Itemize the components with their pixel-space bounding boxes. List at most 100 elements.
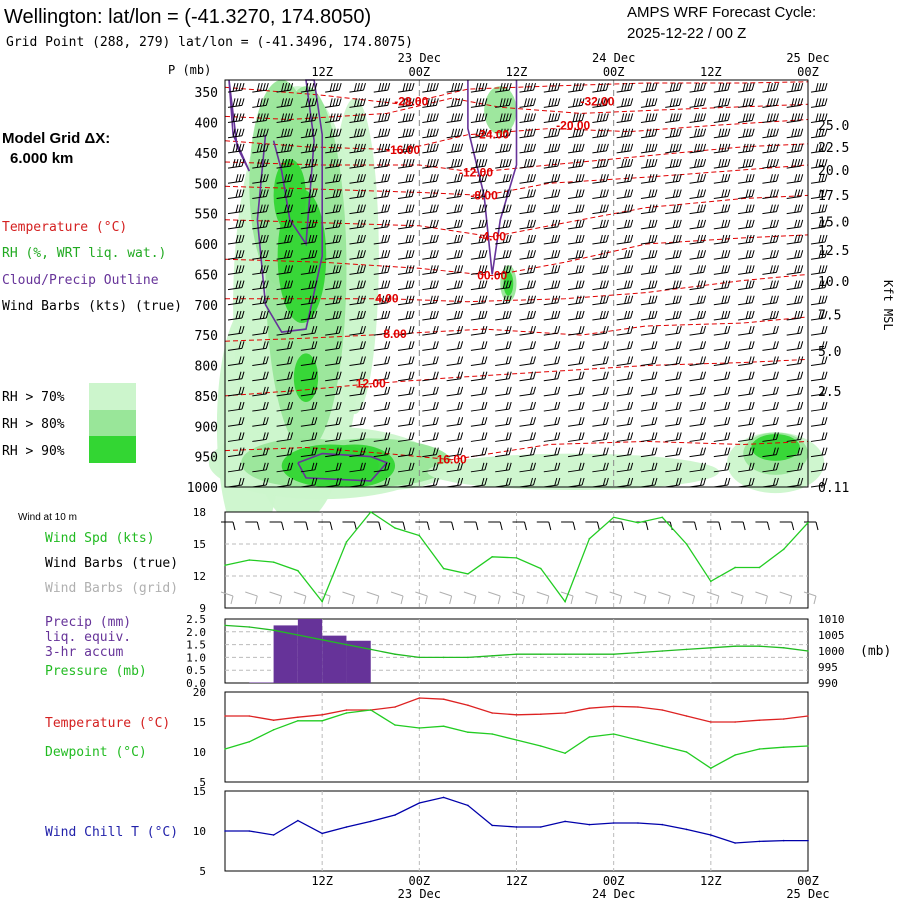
wind-barb-feather	[678, 477, 682, 486]
wind-barb-feather	[359, 250, 363, 258]
wind-barb	[616, 113, 634, 124]
wind-barb-feather	[654, 128, 658, 136]
wind-barb-shaft	[252, 89, 267, 93]
wind-barb-feather	[703, 219, 707, 227]
wind-barb	[519, 401, 536, 412]
wind-barb-shaft	[519, 150, 534, 154]
wind-barb-feather	[265, 234, 269, 243]
wind-barb-feather	[435, 219, 439, 227]
wind-barb-feather	[432, 174, 436, 182]
wind-barb-feather	[238, 356, 242, 365]
wind-barb-shaft	[252, 393, 267, 397]
wind-barb-feather	[332, 234, 336, 243]
wind-barb-shaft	[543, 180, 558, 184]
wind-barb-feather	[627, 113, 631, 122]
wind-barb	[446, 189, 464, 199]
wind-barb-shaft	[252, 256, 267, 260]
wind-barb-feather	[727, 447, 731, 455]
wind-barb-grid	[390, 591, 404, 597]
wind-barb	[470, 325, 488, 336]
wind-barb-feather	[581, 401, 585, 410]
wind-barb-true-feather	[524, 521, 527, 531]
wind-barb-shaft	[422, 195, 437, 199]
wind-barb-feather	[314, 310, 318, 319]
wind-barb-feather	[630, 386, 634, 395]
wind-barb	[665, 371, 682, 382]
wind-barb-feather	[408, 204, 412, 213]
wind-barb-shaft	[762, 256, 777, 260]
wind-barb-shaft	[738, 423, 753, 427]
temperature-line-point	[442, 698, 445, 700]
wind-barb-feather	[505, 128, 509, 137]
wind-barb	[397, 83, 415, 93]
wind-barb-feather	[654, 447, 658, 455]
wind-barb	[616, 265, 634, 275]
wind-barb-feather	[387, 113, 391, 121]
wind-barb-feather	[630, 234, 634, 243]
wind-barb-feather	[581, 113, 585, 121]
wind-barb-feather	[505, 462, 509, 471]
wind-barb-shaft	[713, 347, 728, 351]
wind-barb-feather	[362, 356, 366, 364]
wind-barb-shaft	[786, 150, 801, 154]
wind-barb-feather	[499, 128, 503, 138]
wind-barb-feather	[599, 219, 603, 228]
wind-barb-shaft	[276, 438, 291, 442]
top-date-tick: 24 Dec	[592, 51, 635, 65]
wind-barb-feather	[481, 128, 485, 137]
wind-barb-feather	[530, 432, 533, 440]
wind-barb-feather	[484, 356, 488, 364]
wind-barb-feather	[530, 128, 533, 137]
wind-barb	[616, 189, 634, 199]
wind-barb	[397, 295, 415, 306]
wind-barb-feather	[800, 219, 804, 227]
wind-barb	[252, 401, 269, 412]
wind-barb-shaft	[543, 256, 558, 260]
wind-barb	[519, 189, 536, 199]
wind-barb	[543, 128, 561, 139]
wind-barb-feather	[287, 265, 291, 273]
wind-barb	[640, 310, 658, 321]
wind-barb-shaft	[810, 165, 826, 169]
wind-barb-feather	[259, 310, 263, 319]
wind-barb	[762, 310, 779, 321]
wind-barb	[276, 432, 294, 442]
wind-barb	[568, 265, 585, 275]
wind-barb-feather	[548, 98, 552, 107]
wind-speed-line-point	[321, 600, 323, 603]
wind-barb-feather	[241, 325, 245, 334]
wind-barb-shaft	[713, 241, 728, 245]
wind-barb-feather	[527, 265, 530, 274]
wind-barb-feather	[359, 462, 363, 471]
wind-barb-feather	[429, 158, 433, 168]
wind-barb-feather	[772, 158, 776, 167]
wind-barb-shaft	[616, 287, 631, 291]
wind-barb-feather	[727, 204, 731, 212]
wind-barb	[786, 158, 804, 169]
wind-barb	[519, 204, 536, 215]
wind-barb-shaft	[665, 347, 680, 351]
wind-barb-feather	[557, 189, 561, 197]
bottom-date-tick: 23 Dec	[398, 887, 441, 900]
wind-barb-feather	[766, 83, 770, 92]
wind-barb-feather	[311, 128, 315, 137]
wind-barb-grid-feather	[279, 595, 283, 605]
wind-barb-feather	[481, 462, 485, 471]
wind-barb-feather	[602, 310, 606, 319]
wind-barb	[446, 113, 464, 124]
wind-barb	[738, 174, 755, 184]
wind-barb	[446, 83, 464, 93]
wind-barb-shaft	[665, 256, 680, 260]
wind-barb-grid	[366, 591, 379, 597]
wind-barb-feather	[435, 128, 439, 136]
wind-barb-feather	[262, 219, 266, 228]
wind-barb-feather	[356, 234, 360, 243]
wind-barb-feather	[724, 477, 728, 486]
wind-barb-feather	[314, 204, 318, 212]
wind-barb-feather	[378, 143, 382, 153]
wind-barb-feather	[651, 250, 655, 258]
wind-barb-feather	[432, 98, 436, 106]
wind-barb-feather	[533, 417, 536, 425]
pressure-tick-label: 400	[195, 117, 218, 132]
wind-barb-grid-feather	[570, 595, 574, 605]
